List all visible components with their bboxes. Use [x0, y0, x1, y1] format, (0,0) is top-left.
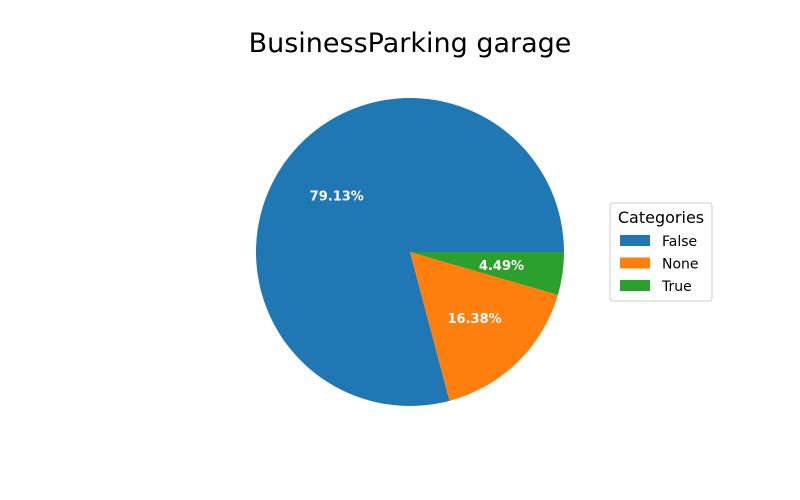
slice-label-none: 16.38% — [448, 312, 502, 327]
legend-label-false: False — [662, 234, 697, 250]
legend-frame — [609, 202, 713, 302]
slice-label-true: 4.49% — [479, 259, 524, 274]
legend-label-none: None — [662, 257, 699, 273]
chart-title: BusinessParking garage — [249, 28, 572, 59]
pie-slices — [256, 97, 564, 406]
legend-swatch-true — [620, 280, 650, 291]
legend-label-true: True — [661, 279, 692, 295]
legend-items: False None True — [620, 234, 699, 295]
slice-label-false: 79.13% — [310, 190, 364, 205]
pie-slice-true — [410, 252, 564, 295]
pie-slice-none — [410, 252, 558, 401]
legend-title: Categories — [618, 208, 704, 227]
legend-swatch-none — [620, 257, 650, 269]
pie-slice-false — [256, 97, 564, 406]
legend-swatch-false — [620, 235, 650, 246]
pie-slice-labels: 79.13% 16.38% 4.49% — [310, 190, 524, 327]
legend: Categories False None True — [609, 202, 713, 302]
